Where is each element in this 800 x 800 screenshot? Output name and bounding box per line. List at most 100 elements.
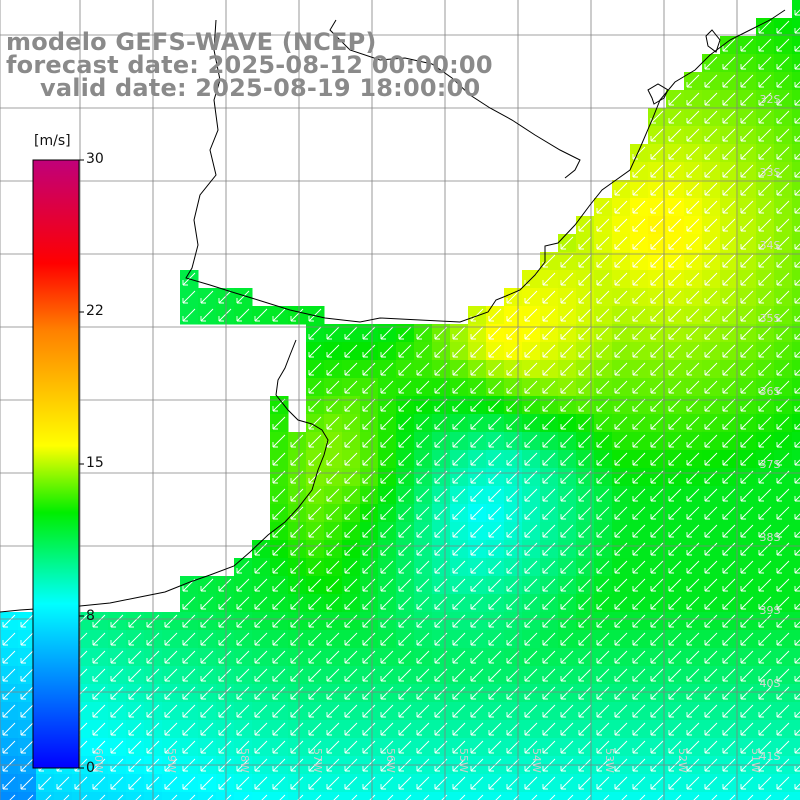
wind-arrow xyxy=(506,632,520,646)
wind-arrow xyxy=(722,506,736,520)
wind-arrow xyxy=(380,344,394,358)
wind-arrow xyxy=(218,740,232,754)
wind-arrow xyxy=(272,488,286,502)
wind-arrow xyxy=(578,254,592,268)
wind-arrow xyxy=(794,693,800,700)
wind-arrow xyxy=(704,380,718,394)
wind-arrow xyxy=(729,794,736,800)
wind-arrow xyxy=(2,614,16,628)
wind-arrow xyxy=(470,668,484,682)
wind-arrow xyxy=(92,722,106,736)
wind-arrow xyxy=(758,218,772,232)
wind-arrow xyxy=(704,416,718,430)
wind-arrow xyxy=(596,560,610,574)
wind-arrow xyxy=(344,578,358,592)
wind-cell xyxy=(792,216,800,235)
wind-arrow xyxy=(596,398,610,412)
wind-arrow xyxy=(117,794,124,800)
wind-arrow xyxy=(524,488,538,502)
wind-arrow xyxy=(2,704,16,718)
wind-arrow xyxy=(776,128,790,142)
wind-arrow xyxy=(236,776,250,790)
wind-arrow xyxy=(290,704,304,718)
wind-cell xyxy=(792,0,800,19)
wind-arrow xyxy=(452,506,466,520)
wind-arrow xyxy=(506,614,520,628)
wind-arrow xyxy=(452,776,466,790)
wind-arrow xyxy=(614,614,628,628)
wind-arrow xyxy=(272,542,286,556)
wind-arrow xyxy=(686,128,700,142)
wind-arrow xyxy=(758,506,772,520)
wind-arrow xyxy=(632,614,646,628)
wind-arrow xyxy=(722,92,736,106)
wind-arrow xyxy=(704,776,718,790)
wind-arrow xyxy=(560,614,574,628)
wind-arrow xyxy=(668,524,682,538)
wind-arrow xyxy=(596,488,610,502)
wind-arrow xyxy=(650,542,664,556)
wind-arrow xyxy=(9,794,16,800)
wind-arrow xyxy=(308,434,322,448)
wind-arrow xyxy=(416,740,430,754)
wind-arrow xyxy=(290,722,304,736)
wind-arrow xyxy=(308,524,322,538)
wind-arrow xyxy=(650,722,664,736)
wind-arrow xyxy=(488,614,502,628)
wind-arrow xyxy=(668,128,682,142)
wind-arrow xyxy=(452,524,466,538)
wind-arrow xyxy=(542,488,556,502)
wind-cell xyxy=(0,792,19,800)
wind-arrow xyxy=(542,434,556,448)
wind-arrow xyxy=(794,531,800,538)
wind-arrow xyxy=(740,650,754,664)
wind-cell xyxy=(630,792,649,800)
wind-arrow xyxy=(740,740,754,754)
wind-arrow xyxy=(632,542,646,556)
wind-arrow xyxy=(128,686,142,700)
wind-arrow xyxy=(326,578,340,592)
wind-arrow xyxy=(218,632,232,646)
wind-cell xyxy=(756,792,775,800)
wind-arrow xyxy=(578,686,592,700)
wind-arrow xyxy=(765,794,772,800)
wind-arrow xyxy=(506,506,520,520)
wind-arrow xyxy=(776,434,790,448)
wind-arrow xyxy=(668,596,682,610)
wind-arrow xyxy=(308,596,322,610)
wind-arrow xyxy=(524,452,538,466)
wind-arrow xyxy=(290,488,304,502)
wind-arrow xyxy=(758,182,772,196)
wind-arrow xyxy=(254,740,268,754)
wind-arrow xyxy=(362,740,376,754)
wind-arrow xyxy=(776,38,790,52)
wind-arrow xyxy=(2,668,16,682)
wind-cell xyxy=(396,792,415,800)
wind-arrow xyxy=(272,650,286,664)
wind-arrow xyxy=(632,362,646,376)
wind-arrow xyxy=(758,164,772,178)
wind-arrow xyxy=(470,362,484,376)
wind-arrow xyxy=(290,632,304,646)
wind-arrow xyxy=(614,200,628,214)
wind-cell xyxy=(792,540,800,559)
wind-arrow xyxy=(722,668,736,682)
wind-arrow xyxy=(758,398,772,412)
wind-cell xyxy=(792,180,800,199)
wind-arrow xyxy=(758,434,772,448)
wind-arrow xyxy=(416,704,430,718)
wind-arrow xyxy=(236,578,250,592)
wind-arrow xyxy=(362,560,376,574)
wind-arrow xyxy=(776,344,790,358)
wind-arrow xyxy=(488,434,502,448)
wind-arrow xyxy=(578,614,592,628)
wind-arrow xyxy=(758,92,772,106)
wind-arrow xyxy=(668,326,682,340)
wind-arrow xyxy=(668,92,682,106)
wind-arrow xyxy=(722,254,736,268)
wind-arrow xyxy=(578,326,592,340)
wind-cell xyxy=(792,738,800,757)
wind-arrow xyxy=(722,38,736,52)
wind-arrow xyxy=(686,92,700,106)
wind-arrow xyxy=(740,326,754,340)
